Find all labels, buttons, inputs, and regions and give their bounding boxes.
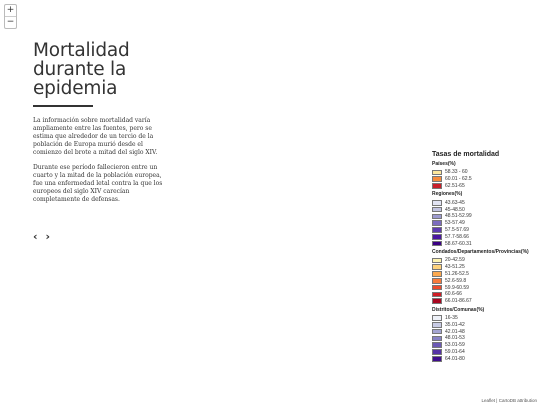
legend-item: 57.7-58.66 — [432, 233, 538, 240]
legend-label: 59.9-60.59 — [445, 284, 469, 291]
story-navigation: ‹ › — [33, 231, 50, 243]
legend-label: 48.51-52.99 — [445, 213, 472, 220]
title-line: durante la — [33, 59, 127, 80]
legend-item: 42.01-48 — [432, 328, 538, 335]
legend-item: 43.63-45 — [432, 199, 538, 206]
legend-swatch — [432, 264, 442, 270]
legend-swatch — [432, 176, 442, 182]
legend-swatch — [432, 169, 442, 176]
legend-item: 60.01 - 62.5 — [432, 176, 538, 183]
legend-label: 60.01 - 62.5 — [445, 176, 472, 183]
legend-group-heading: Regiones(%) — [432, 191, 463, 198]
next-arrow-icon[interactable]: › — [45, 230, 51, 243]
legend-item: 43-51.25 — [432, 264, 538, 271]
legend-group: Regiones(%) 43.63-45 45-48.50 48.51-52.99 53… — [432, 191, 538, 247]
legend-swatch — [432, 342, 442, 348]
legend-label: 43.63-45 — [445, 199, 465, 206]
legend-group-heading: Países(%) — [432, 161, 456, 167]
legend-swatch — [432, 277, 442, 284]
legend-item: 58.67-60.31 — [432, 240, 538, 247]
legend-item: 20-42.59 — [432, 257, 538, 264]
legend-label: 57.7-58.66 — [445, 233, 469, 240]
legend-swatch — [432, 257, 442, 264]
legend-item: 53-57.49 — [432, 220, 538, 227]
zoom-out-button[interactable]: − — [5, 16, 16, 27]
legend-swatch — [432, 284, 442, 291]
legend-label: 35.01-42 — [445, 321, 465, 328]
title-line: Mortalidad — [33, 40, 130, 61]
legend-item: 53.01-59 — [432, 342, 538, 349]
legend-label: 51.26-52.5 — [445, 270, 469, 277]
legend-swatch — [432, 298, 442, 304]
legend-group: Distritos/Comunas(%) 16-35 35.01-42 42.01-4… — [432, 307, 538, 363]
legend-label: 16-35 — [445, 314, 458, 321]
legend-label: 62.51-65 — [445, 182, 465, 189]
legend-label: 58.67-60.31 — [445, 240, 472, 247]
legend-label: 43-51.25 — [445, 264, 465, 271]
legend-label: 20-42.59 — [445, 257, 465, 264]
legend-swatch — [432, 199, 442, 206]
legend-swatch — [432, 355, 442, 362]
zoom-control: + − — [4, 4, 17, 29]
legend-item: 16-35 — [432, 315, 538, 322]
legend-swatch — [432, 271, 442, 277]
legend-label: 59.01-64 — [445, 348, 465, 355]
legend-label: 64.01-80 — [445, 355, 465, 362]
legend-item: 57.5-57.69 — [432, 227, 538, 234]
legend-item: 52.6-59.8 — [432, 277, 538, 284]
legend-item: 48.51-52.99 — [432, 213, 538, 220]
legend-swatch — [432, 220, 442, 226]
legend-swatch — [432, 291, 442, 298]
legend-swatch — [432, 335, 442, 342]
legend-group: Países(%) 58.33 - 60 60.01 - 62.5 62.51-65 — [432, 161, 538, 189]
map-legend: Tasas de mortalidad Países(%) 58.33 - 60 6… — [432, 151, 538, 362]
title-line: epidemia — [33, 78, 118, 99]
zoom-in-button[interactable]: + — [6, 5, 15, 15]
legend-label: 58.33 - 60 — [445, 169, 468, 176]
legend-item: 58.33 - 60 — [432, 169, 538, 176]
legend-swatch — [432, 315, 442, 321]
legend-label: 53.01-59 — [445, 342, 465, 349]
legend-swatch — [432, 233, 442, 240]
legend-item: 59.9-60.59 — [432, 284, 538, 291]
legend-label: 48.01-53 — [445, 335, 465, 342]
legend-label: 57.5-57.69 — [445, 226, 469, 233]
legend-item: 66.01-86.67 — [432, 298, 538, 305]
legend-swatch — [432, 206, 442, 213]
legend-label: 66.01-86.67 — [445, 298, 472, 305]
legend-swatch — [432, 227, 442, 233]
legend-label: 42.01-48 — [445, 328, 465, 335]
legend-swatch — [432, 328, 442, 335]
legend-group-heading: Distritos/Comunas(%) — [432, 306, 485, 313]
story-paragraph: La información sobre mortalidad varía am… — [33, 116, 158, 156]
story-panel: Mortalidad durante la epidemia La inform… — [33, 41, 163, 211]
legend-item: 62.51-65 — [432, 183, 538, 190]
title-divider — [33, 105, 93, 107]
page-title: Mortalidad durante la epidemia — [33, 41, 163, 98]
legend-swatch — [432, 183, 442, 189]
legend-label: 52.6-59.8 — [445, 277, 467, 284]
legend-label: 60.6-66 — [445, 291, 462, 298]
map-attribution[interactable]: Leaflet | CartoDB attribution — [481, 398, 537, 403]
legend-item: 51.26-52.5 — [432, 271, 538, 278]
legend-item: 48.01-53 — [432, 335, 538, 342]
legend-item: 60.6-66 — [432, 291, 538, 298]
legend-swatch — [432, 240, 442, 247]
legend-swatch — [432, 321, 442, 328]
legend-item: 35.01-42 — [432, 321, 538, 328]
legend-group: Condados/Departamentos/Provincias(%) 20-4… — [432, 249, 538, 305]
legend-item: 45-48.50 — [432, 206, 538, 213]
legend-swatch — [432, 349, 442, 355]
legend-group-heading: Condados/Departamentos/Provincias(%) — [432, 248, 529, 255]
previous-arrow-icon[interactable]: ‹ — [33, 230, 38, 243]
legend-item: 64.01-80 — [432, 355, 538, 362]
legend-label: 45-48.50 — [445, 206, 465, 213]
story-paragraph: Durante ese período fallecieron entre un… — [33, 163, 163, 203]
legend-title: Tasas de mortalidad — [432, 151, 500, 158]
legend-item: 59.01-64 — [432, 349, 538, 356]
legend-swatch — [432, 213, 442, 220]
legend-label: 53-57.49 — [445, 220, 465, 227]
